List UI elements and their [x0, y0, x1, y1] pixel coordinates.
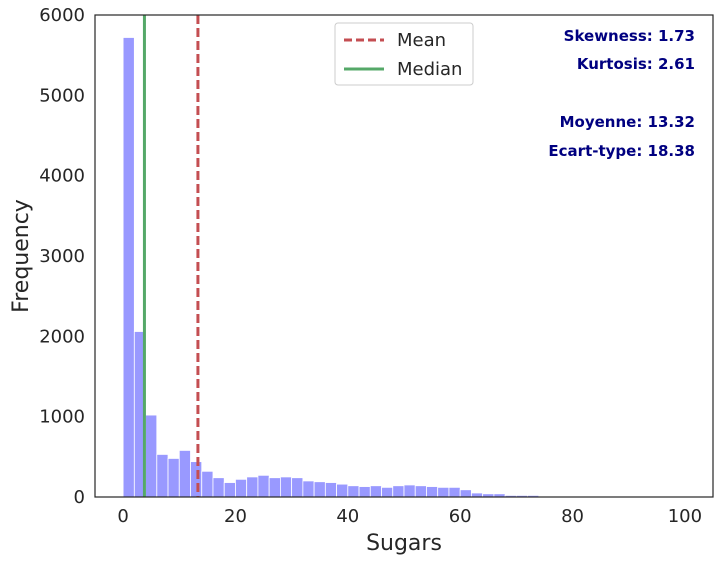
y-axis-title: Frequency [9, 199, 34, 313]
histogram-bar [369, 485, 382, 498]
x-axis-title: Sugars [366, 531, 442, 556]
reference-lines [142, 15, 200, 497]
y-tick-label: 1000 [39, 407, 85, 428]
histogram-bar [279, 476, 293, 498]
y-axis-ticks: 0 1000 2000 3000 4000 5000 6000 [39, 5, 85, 508]
legend-mean-label: Mean [397, 30, 446, 51]
statistics-annotations: Skewness: 1.73 Kurtosis: 2.61 Moyenne: 1… [548, 27, 695, 160]
histogram-bar [381, 486, 394, 498]
histogram-bars [122, 37, 686, 498]
x-tick-label: 0 [117, 506, 128, 527]
x-tick-label: 100 [668, 506, 702, 527]
histogram-bar [414, 485, 427, 498]
legend-median-label: Median [397, 59, 462, 80]
histogram-bar [392, 485, 405, 498]
histogram-bar [459, 489, 472, 498]
legend: Mean Median [334, 22, 474, 86]
histogram-bar [426, 486, 439, 498]
histogram-bar [448, 486, 461, 498]
kurtosis-annotation: Kurtosis: 2.61 [577, 55, 695, 73]
histogram-bar [291, 477, 304, 498]
histogram-bar [190, 461, 203, 498]
histogram-bar [156, 454, 169, 498]
histogram-bar [324, 482, 337, 498]
x-tick-label: 60 [449, 506, 472, 527]
histogram-bar [122, 37, 135, 498]
y-tick-label: 6000 [39, 5, 85, 26]
std-annotation: Ecart-type: 18.38 [548, 142, 695, 160]
y-tick-label: 0 [74, 487, 85, 508]
histogram-bar [257, 474, 270, 498]
histogram-bar [223, 482, 236, 498]
y-tick-label: 4000 [39, 166, 85, 187]
histogram-bar [246, 476, 259, 498]
mean-annotation: Moyenne: 13.32 [560, 113, 695, 131]
histogram-bar [437, 486, 450, 498]
histogram-bar [358, 486, 371, 498]
histogram-bar [235, 478, 248, 498]
histogram-bar [145, 414, 158, 498]
y-tick-label: 2000 [39, 326, 85, 347]
x-axis-ticks: 0 20 40 60 80 100 [117, 506, 702, 527]
histogram-bar [471, 492, 484, 498]
histogram-bar [268, 477, 281, 498]
skewness-annotation: Skewness: 1.73 [564, 27, 695, 45]
y-tick-label: 5000 [39, 85, 85, 106]
x-tick-label: 40 [336, 506, 359, 527]
plot-frame [94, 14, 714, 498]
y-tick-label: 3000 [39, 246, 85, 267]
histogram-bar [313, 481, 326, 498]
histogram-bar [201, 470, 214, 498]
histogram-bar [212, 477, 225, 498]
histogram-bar [403, 484, 416, 498]
x-tick-label: 80 [561, 506, 584, 527]
histogram-bar [178, 450, 191, 498]
histogram-bar [347, 485, 360, 498]
histogram-bar [167, 458, 180, 498]
histogram-bar [336, 483, 349, 498]
histogram-bar [302, 480, 315, 498]
x-tick-label: 20 [224, 506, 247, 527]
